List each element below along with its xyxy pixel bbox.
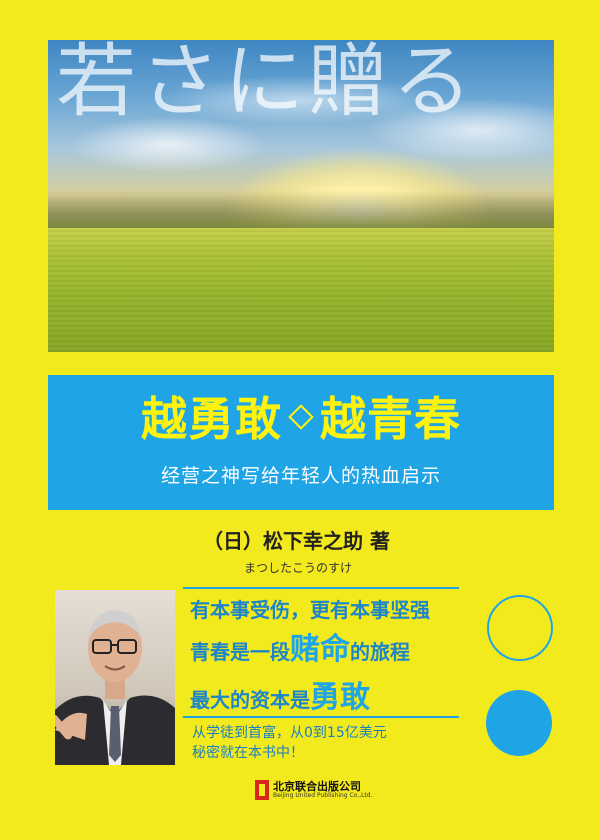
slogan-line-2-post: 的旅程 — [350, 640, 410, 664]
portrait-illustration — [55, 610, 175, 765]
slogan-line-3: 最大的资本是勇敢 — [190, 672, 370, 716]
outline-circle-decoration — [487, 595, 553, 661]
filled-circle-decoration — [486, 690, 552, 756]
slogan-line-2-pre: 青春是一段 — [190, 640, 290, 664]
author-portrait — [55, 590, 175, 765]
cover-photo: 若さに贈る — [48, 40, 554, 352]
publisher-english-name: Beijing United Publishing Co.,Ltd. — [273, 792, 373, 799]
horizon-hills — [48, 190, 554, 230]
slogan-line-3-pre: 最大的资本是 — [190, 688, 310, 712]
grass-field — [48, 228, 554, 352]
publisher-logo-icon — [255, 780, 269, 800]
title-part-right: 越青春 — [320, 392, 461, 446]
book-subtitle: 经营之神写给年轻人的热血启示 — [160, 465, 441, 487]
japanese-title: 若さに贈る — [56, 40, 476, 128]
book-title: 越勇敢 越青春 — [48, 391, 554, 447]
author-name: （日）松下幸之助 著 — [203, 529, 390, 553]
title-band: 越勇敢 越青春 经营之神写给年轻人的热血启示 — [48, 375, 554, 510]
slogan-line-3-emphasis: 勇敢 — [310, 680, 370, 715]
note-line-1: 从学徒到首富，从0到15亿美元 — [192, 725, 387, 741]
slogan-line-1: 有本事受伤，更有本事坚强 — [190, 598, 430, 622]
publisher-name: 北京联合出版公司 — [273, 780, 361, 793]
divider-bottom — [183, 716, 459, 718]
slogan-line-2-emphasis: 赌命 — [290, 632, 350, 667]
title-part-left: 越勇敢 — [141, 392, 282, 446]
note-line-2: 秘密就在本书中！ — [192, 745, 304, 761]
slogan-line-2: 青春是一段赌命的旅程 — [190, 624, 410, 668]
diamond-icon — [288, 404, 314, 430]
author-kana: まつしたこうのすけ — [244, 561, 353, 575]
divider-top — [183, 587, 459, 589]
